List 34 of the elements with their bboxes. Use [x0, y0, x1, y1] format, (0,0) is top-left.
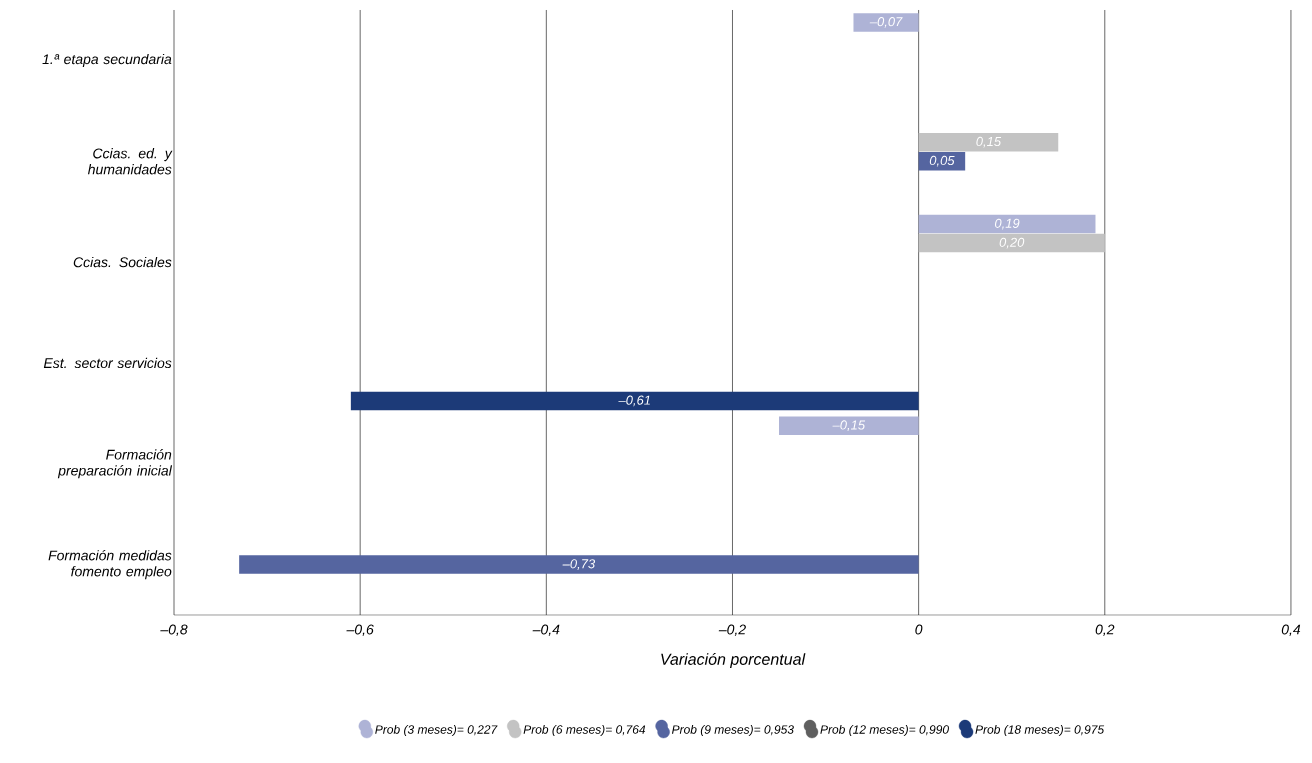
data-label: –0,73 — [562, 559, 596, 570]
data-label: 0,20 — [999, 237, 1025, 249]
bar — [853, 13, 919, 32]
bar — [918, 233, 1105, 253]
bar — [239, 555, 919, 574]
x-tick-label: 0,4 — [1281, 624, 1301, 637]
legend-label: Prob (12 meses)= 0,990 — [820, 724, 949, 737]
x-tick-label: –0,6 — [346, 624, 374, 637]
bar — [779, 416, 919, 435]
x-tick-label: 0 — [915, 624, 923, 635]
y-tick-label: Formación preparación inicial — [57, 449, 173, 479]
x-axis-title: Variación porcentual — [661, 652, 806, 669]
legend-label: Prob (18 meses)= 0,975 — [975, 724, 1105, 737]
x-tick-label: 0,2 — [1095, 624, 1115, 637]
x-tick-label: –0,2 — [718, 624, 746, 637]
bar — [350, 391, 919, 411]
legend-label: Prob (9 meses)= 0,953 — [671, 724, 794, 737]
data-label: –0,15 — [832, 420, 866, 432]
y-tick-label: Ccias. ed. y humanidades — [87, 148, 173, 175]
data-label: –0,61 — [618, 395, 650, 407]
legend-label: Prob (3 meses)= 0,227 — [375, 724, 498, 737]
x-tick-label: –0,8 — [160, 624, 188, 637]
data-label: 0,19 — [994, 218, 1020, 230]
data-label: 0,05 — [929, 155, 955, 167]
y-tick-label: Formación medidas fomento empleo — [48, 549, 172, 580]
legend-label: Prob (6 meses)= 0,764 — [523, 724, 646, 737]
bar — [918, 214, 1096, 234]
x-tick-label: –0,4 — [532, 624, 560, 637]
data-label: 0,15 — [976, 136, 1002, 148]
y-tick-label: 1.ª etapa secundaria — [42, 53, 172, 67]
y-tick-label: Est. sector servicios — [43, 357, 172, 369]
bar — [918, 132, 1059, 152]
data-label: –0,07 — [869, 17, 903, 28]
y-tick-label: Ccias. Sociales — [73, 256, 172, 268]
